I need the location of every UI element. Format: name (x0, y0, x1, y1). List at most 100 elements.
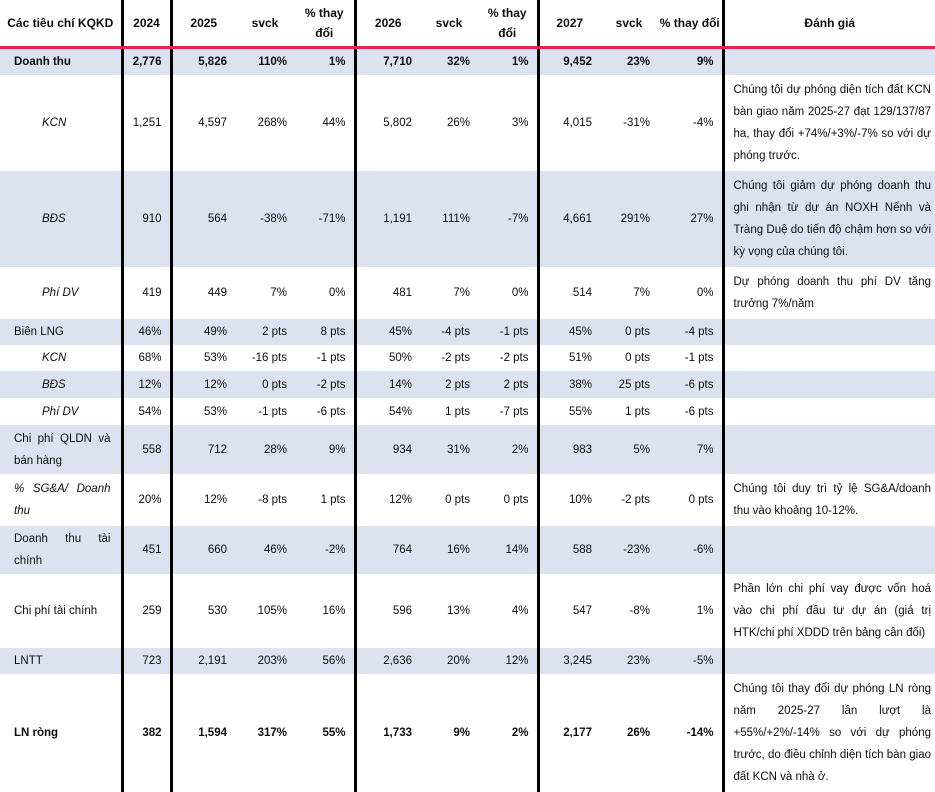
header-2026: 2026 (355, 0, 420, 49)
header-svck-2027: svck (600, 0, 658, 49)
value-cell: 4,597 (198, 117, 227, 129)
value-cell: -4% (658, 75, 725, 171)
value-cell: 12% (122, 371, 173, 398)
row-label: BĐS (0, 171, 124, 267)
value-cell: 451 (122, 526, 173, 574)
value-cell: 16% (295, 574, 357, 648)
header-change-2026: % thay đổi (478, 0, 540, 49)
value-cell: 31% (420, 425, 478, 474)
note-cell: Dự phóng doanh thu phí DV tăng trưởng 7%… (733, 276, 932, 310)
value-cell: 5% (600, 425, 658, 474)
table-row: % SG&A/ Doanh thu 20% 12% -8 pts 1 pts 12% 0 p… (0, 474, 935, 526)
value-cell: 317% (257, 727, 287, 739)
table-row: Biên LNG 46% 49% 2 pts 8 pts 45% -4 pts -1 pts 4… (0, 319, 935, 345)
value-cell: 53% (203, 352, 227, 364)
value-cell: 4% (478, 574, 540, 648)
header-svck-2025: svck (235, 0, 295, 49)
value-cell: 268% (257, 117, 287, 129)
value-cell: -6 pts (295, 398, 357, 425)
table-row: LNTT 723 2,191 203% 56% 2,636 20% 12% 3,245 23% -5… (0, 648, 935, 674)
table-row: Phí DV 419 449 7% 0% 481 7% 0% 514 7% 0% Dự phóng d… (0, 267, 935, 319)
value-cell: 1,251 (122, 75, 173, 171)
table-row: Chi phí tài chính 259 530 105% 16% 596 13% 4% 54… (0, 574, 935, 648)
value-cell: 1,191 (355, 171, 420, 267)
value-cell: 46% (122, 319, 173, 345)
value-cell: 0% (295, 267, 357, 319)
value-cell: 20% (122, 474, 173, 526)
value-cell: 55% (295, 674, 357, 792)
value-cell: 3% (478, 75, 540, 171)
value-cell: 44% (295, 75, 357, 171)
value-cell: 0 pts (478, 474, 540, 526)
value-cell: -2 pts (478, 345, 540, 371)
row-label: Chi phí tài chính (0, 574, 124, 648)
table-body: Doanh thu 2,776 5,826 110% 1% 7,710 32% 1% 9,452… (0, 47, 935, 792)
value-cell: 32% (420, 47, 478, 75)
value-cell: 1,594 (198, 727, 227, 739)
value-cell: 588 (538, 526, 600, 574)
table-row: BĐS 910 564 -38% -71% 1,191 111% -7% 4,661 291% 27… (0, 171, 935, 267)
note-cell (723, 345, 935, 371)
value-cell: 0 pts (445, 494, 470, 506)
value-cell: 203% (235, 648, 295, 674)
value-cell: 49% (171, 319, 235, 345)
row-label: LN ròng (0, 674, 124, 792)
value-cell: 0% (658, 267, 725, 319)
value-cell: 7% (453, 287, 470, 299)
value-cell: -23% (600, 526, 658, 574)
value-cell: 382 (122, 674, 173, 792)
value-cell: 2,636 (355, 648, 420, 674)
value-cell: 7% (270, 287, 287, 299)
header-danh-gia: Đánh giá (723, 0, 935, 49)
value-cell: 934 (355, 425, 420, 474)
value-cell: -2 pts (441, 352, 470, 364)
note-cell (723, 47, 935, 75)
note-cell: Chúng tôi thay đổi dự phóng LN ròng năm … (733, 683, 932, 783)
value-cell: 110% (235, 47, 295, 75)
value-cell: 9% (453, 727, 470, 739)
value-cell: 26% (626, 727, 650, 739)
value-cell: 481 (392, 287, 412, 299)
value-cell: 2% (478, 674, 540, 792)
value-cell: 712 (171, 425, 235, 474)
value-cell: 16% (420, 526, 478, 574)
value-cell: 27% (658, 171, 725, 267)
value-cell: 68% (122, 345, 173, 371)
value-cell: 2 pts (235, 319, 295, 345)
value-cell: 0 pts (658, 474, 725, 526)
value-cell: 259 (122, 574, 173, 648)
row-label: KCN (0, 75, 124, 171)
table-row: Doanh thu 2,776 5,826 110% 1% 7,710 32% 1% 9,452… (0, 47, 935, 75)
value-cell: 9,452 (538, 47, 600, 75)
value-cell: 983 (538, 425, 600, 474)
value-cell: 1% (295, 47, 357, 75)
value-cell: 14% (478, 526, 540, 574)
value-cell: 4,661 (538, 171, 600, 267)
value-cell: 1 pts (625, 405, 650, 418)
note-cell (723, 371, 935, 398)
value-cell: 51% (568, 352, 592, 364)
value-cell: 514 (572, 287, 592, 299)
table-header: Các tiêu chí KQKD 2024 2025 svck % thay … (0, 0, 935, 49)
note-cell (723, 319, 935, 345)
value-cell: -16 pts (251, 352, 287, 364)
value-cell: -2 pts (621, 494, 650, 506)
row-label: Doanh thu tài chính (0, 526, 124, 574)
value-cell: -8 pts (258, 494, 287, 506)
value-cell: 0% (478, 267, 540, 319)
note-cell: Chúng tôi dự phóng diện tích đất KCN bàn… (733, 84, 932, 162)
value-cell: 596 (392, 605, 412, 617)
value-cell: 419 (122, 267, 173, 319)
value-cell: 1 pts (295, 474, 357, 526)
header-2027: 2027 (538, 0, 600, 49)
value-cell: 7,710 (355, 47, 420, 75)
value-cell: -31% (623, 117, 650, 129)
note-cell (723, 425, 935, 474)
value-cell: 0 pts (235, 371, 295, 398)
value-cell: 53% (203, 405, 227, 418)
value-cell: 2 pts (420, 371, 478, 398)
value-cell: 54% (122, 398, 173, 425)
table-row: Phí DV 54% 53% -1 pts -6 pts 54% 1 pts -7 pts 55… (0, 398, 935, 425)
value-cell: 12% (171, 371, 235, 398)
header-2024: 2024 (122, 0, 173, 49)
